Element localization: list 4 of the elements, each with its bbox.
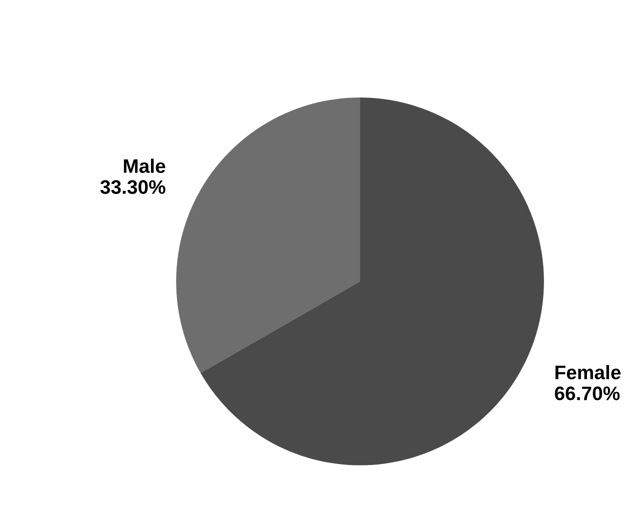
slice-label: Male bbox=[124, 158, 166, 173]
data-label: 33.30% bbox=[100, 180, 166, 194]
data-label: 66.70% bbox=[554, 386, 620, 400]
slice-label: Female bbox=[556, 365, 621, 380]
